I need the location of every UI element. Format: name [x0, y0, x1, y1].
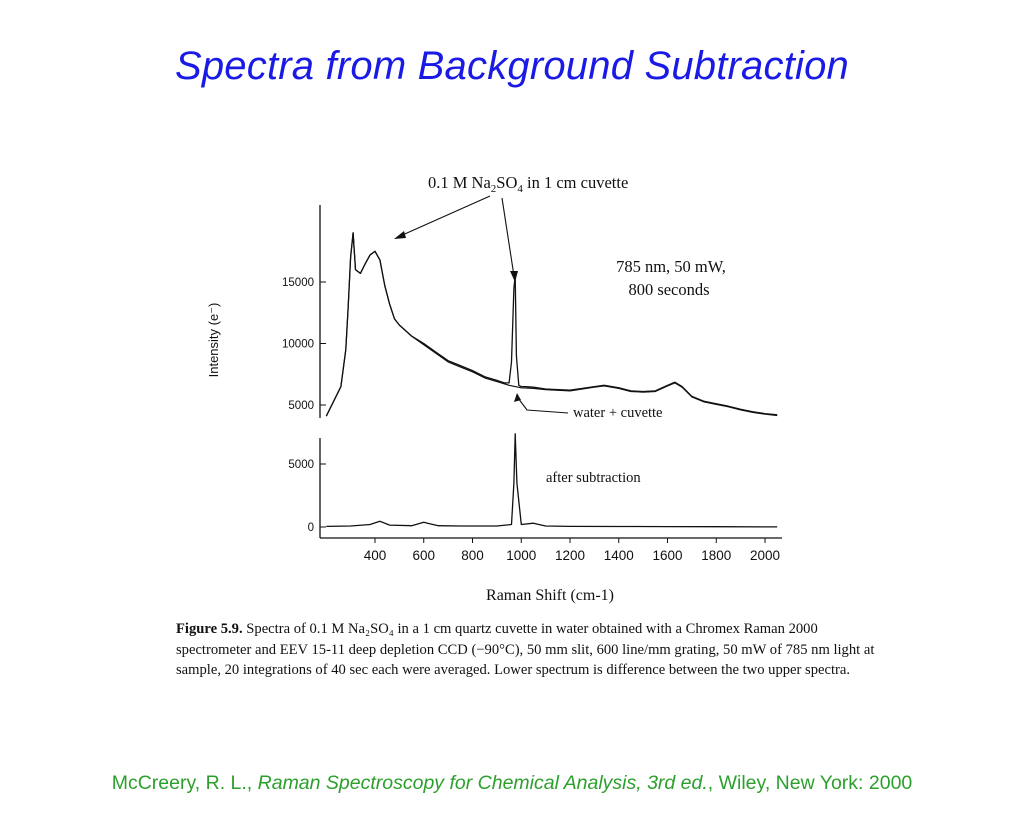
x-tick-label: 1400 — [604, 548, 634, 563]
slide-title: Spectra from Background Subtraction — [174, 44, 849, 88]
x-tick-group: 400 600 800 1000 1200 1400 1600 1800 2000 — [364, 538, 780, 563]
x-tick-label: 2000 — [750, 548, 780, 563]
x-tick-label: 400 — [364, 548, 387, 563]
upper-y-tick-label: 5000 — [288, 400, 314, 412]
subtraction-series-line — [326, 433, 778, 528]
x-tick-label: 1000 — [506, 548, 536, 563]
sample-label-part: SO — [496, 173, 517, 192]
upper-y-tick-group: 5000 10000 15000 — [282, 277, 326, 412]
lower-series-group — [326, 433, 778, 528]
annotation-arrowhead — [394, 231, 406, 239]
lower-y-tick-label: 0 — [308, 522, 314, 534]
lower-y-tick-label: 5000 — [288, 459, 314, 471]
annotation-arrow-line — [501, 197, 515, 277]
x-tick-label: 1200 — [555, 548, 585, 563]
water-label-leader — [517, 397, 569, 414]
upper-y-tick-label: 15000 — [282, 277, 314, 289]
x-tick-label: 800 — [461, 548, 484, 563]
sample-label-part: 0.1 M Na — [428, 173, 491, 192]
sample-label-part: in 1 cm cuvette — [523, 173, 628, 192]
upper-y-axis-label: Intensity (e⁻) — [206, 303, 221, 378]
x-tick-label: 1600 — [652, 548, 682, 563]
water-cuvette-label: water + cuvette — [573, 405, 663, 421]
upper-chart-panel: Intensity (e⁻) 5000 10000 15000 — [206, 205, 778, 418]
annotation-arrow-line — [397, 195, 491, 238]
citation-publisher: , Wiley, New York: 2000 — [707, 772, 913, 794]
upper-series-group — [325, 232, 778, 417]
sample-label-sub2: 4 — [517, 183, 523, 195]
citation-book-title: Raman Spectroscopy for Chemical Analysis… — [257, 772, 708, 794]
sample-label-sub1: 2 — [491, 183, 497, 195]
conditions-line-2: 800 seconds — [628, 280, 709, 299]
figure-caption: Figure 5.9. Spectra of 0.1 M Na₂SO₄ in a… — [176, 619, 876, 681]
citation: McCreery, R. L., Raman Spectroscopy for … — [20, 771, 1004, 796]
caption-label: Figure 5.9. — [176, 621, 243, 637]
lower-y-tick-group: 0 5000 — [288, 459, 326, 534]
water-label-arrowhead — [514, 393, 521, 402]
conditions-line-1: 785 nm, 50 mW, — [616, 257, 726, 276]
citation-author: McCreery, R. L., — [111, 772, 258, 794]
caption-text: Spectra of 0.1 M Na₂SO₄ in a 1 cm quartz… — [176, 621, 875, 678]
sodium-sulfate-series-line — [325, 232, 778, 417]
upper-y-tick-label: 10000 — [282, 339, 314, 351]
x-axis-label: Raman Shift (cm-1) — [486, 587, 614, 604]
sample-annotation: 0.1 M Na2SO4 in 1 cm cuvette — [428, 173, 628, 195]
after-subtraction-label: after subtraction — [546, 470, 641, 486]
annotation-arrowhead — [510, 271, 518, 282]
x-tick-label: 600 — [412, 548, 435, 563]
x-tick-label: 1800 — [701, 548, 731, 563]
